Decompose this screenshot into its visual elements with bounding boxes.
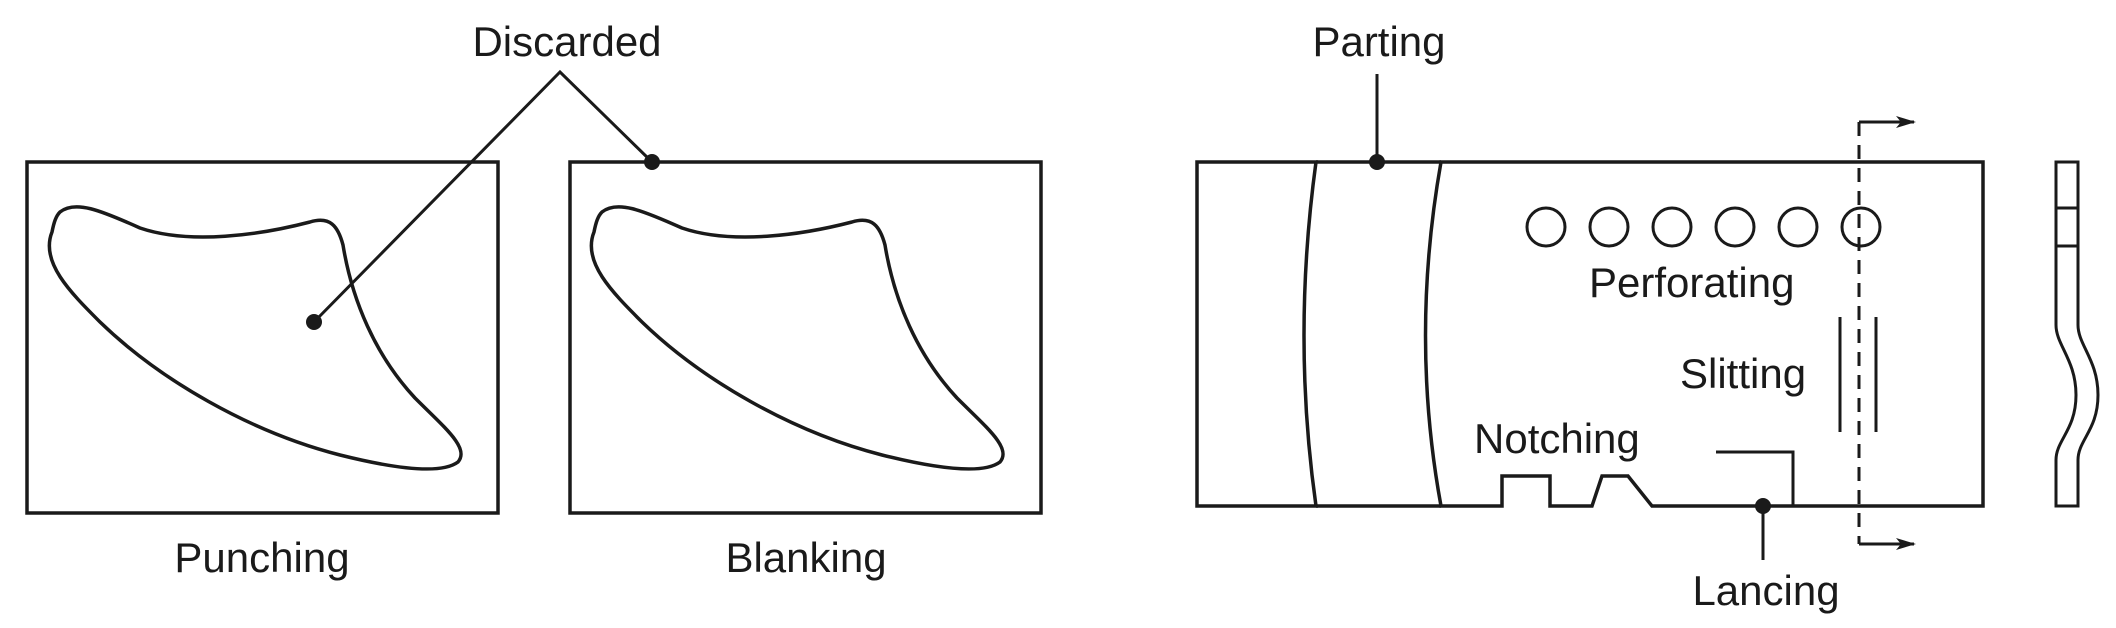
perforating-label: Perforating <box>1589 259 1794 306</box>
punching-slug-shape <box>47 205 463 471</box>
punching-label: Punching <box>174 534 349 581</box>
strip-body-right <box>1423 160 1985 508</box>
lancing-cut <box>1716 450 1795 560</box>
perforation-hole <box>1588 206 1630 248</box>
perforation-hole <box>1777 206 1819 248</box>
slitting-cuts <box>1838 317 1878 432</box>
blanking-label: Blanking <box>725 534 886 581</box>
section-hole-gap <box>2054 206 2080 248</box>
punching-panel <box>25 160 500 515</box>
perforation-hole <box>1525 206 1567 248</box>
blanking-blank-shape <box>589 205 1005 471</box>
notching-label: Notching <box>1474 415 1640 462</box>
perforation-holes <box>1525 206 1882 248</box>
perforation-hole <box>1714 206 1756 248</box>
discarded-dot-punching <box>306 314 322 330</box>
blanking-panel <box>568 160 1043 515</box>
blanking-sheet <box>568 160 1043 515</box>
lancing-dot <box>1755 498 1771 514</box>
lancing-label: Lancing <box>1692 567 1839 614</box>
discarded-dot-blanking <box>644 154 660 170</box>
strip-body <box>1195 160 1319 508</box>
parting-label: Parting <box>1312 18 1445 65</box>
perforation-hole <box>1840 206 1882 248</box>
discarded-label: Discarded <box>472 18 661 65</box>
punching-sheet <box>25 160 500 515</box>
section-view <box>2054 160 2100 508</box>
parting-leader <box>1369 74 1385 170</box>
parting-dot <box>1369 154 1385 170</box>
perforation-hole <box>1651 206 1693 248</box>
section-cut-line <box>1857 116 1916 550</box>
slitting-label: Slitting <box>1680 350 1806 397</box>
discarded-leaders <box>306 69 660 330</box>
section-profile <box>2054 160 2100 508</box>
